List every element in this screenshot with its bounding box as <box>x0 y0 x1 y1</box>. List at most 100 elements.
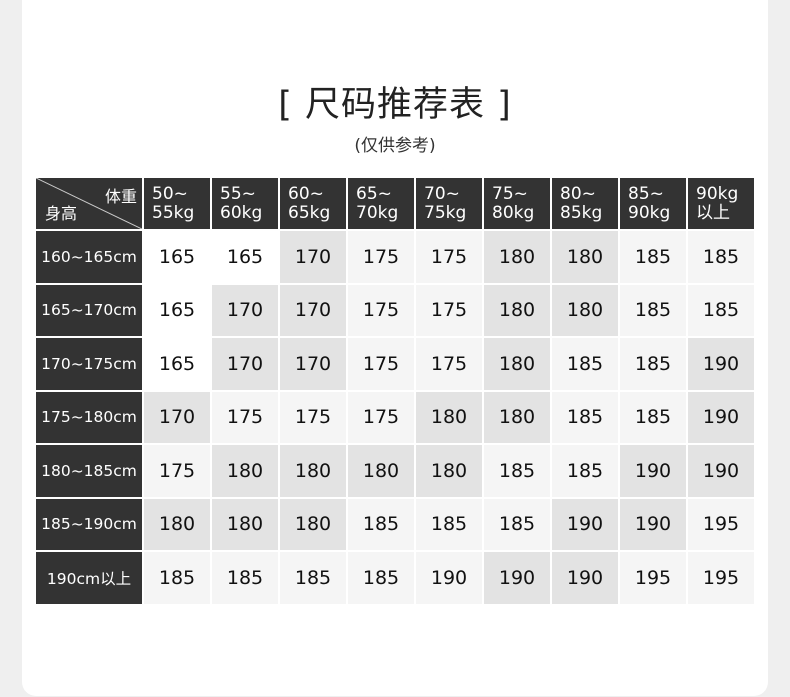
row-header-height: 190cm以上 <box>36 552 142 604</box>
size-cell: 185 <box>144 552 210 604</box>
size-cell: 195 <box>620 552 686 604</box>
size-cell: 170 <box>144 391 210 443</box>
size-cell: 170 <box>212 338 278 390</box>
column-header-line: 75kg <box>424 202 467 223</box>
column-header-line: 50~ <box>152 183 188 204</box>
size-cell: 185 <box>348 498 414 550</box>
size-cell: 175 <box>416 284 482 336</box>
row-header-height: 160~165cm <box>36 231 142 283</box>
size-cell: 185 <box>416 498 482 550</box>
size-cell: 180 <box>552 284 618 336</box>
size-cell: 165 <box>144 284 210 336</box>
header-row: 体重 身高 50~ 55kg 55~ 60kg 60~ 65kg 65~ 70kg 70~ 75k… <box>36 178 754 229</box>
size-cell: 170 <box>280 284 346 336</box>
size-cell: 185 <box>212 552 278 604</box>
table-row: 190cm以上 185 185 185 185 190 190 190 195 195 <box>36 552 754 604</box>
size-cell: 185 <box>484 445 550 497</box>
column-header: 80~ 85kg <box>552 178 618 229</box>
size-cell: 170 <box>280 231 346 283</box>
size-cell: 175 <box>416 231 482 283</box>
size-cell: 175 <box>348 391 414 443</box>
size-cell: 180 <box>212 445 278 497</box>
size-cell: 175 <box>348 284 414 336</box>
height-axis-label: 身高 <box>45 204 78 223</box>
size-cell: 180 <box>484 231 550 283</box>
column-header-line: 90kg <box>628 202 671 223</box>
size-cell: 195 <box>688 498 754 550</box>
table-row: 160~165cm 165 165 170 175 175 180 180 185 185 <box>36 231 754 283</box>
corner-header: 体重 身高 <box>36 178 142 229</box>
size-cell: 185 <box>620 284 686 336</box>
size-cell: 185 <box>620 338 686 390</box>
row-header-height: 175~180cm <box>36 391 142 443</box>
table-row: 185~190cm 180 180 180 185 185 185 190 190 195 <box>36 498 754 550</box>
column-header: 65~ 70kg <box>348 178 414 229</box>
weight-axis-label: 体重 <box>104 187 137 206</box>
column-header: 85~ 90kg <box>620 178 686 229</box>
row-header-height: 165~170cm <box>36 284 142 336</box>
column-header: 55~ 60kg <box>212 178 278 229</box>
size-chart-table: 体重 身高 50~ 55kg 55~ 60kg 60~ 65kg 65~ 70kg 70~ 75k… <box>34 176 756 606</box>
size-cell: 190 <box>416 552 482 604</box>
size-cell: 185 <box>688 231 754 283</box>
size-cell: 190 <box>688 391 754 443</box>
size-cell: 180 <box>212 498 278 550</box>
column-header: 75~ 80kg <box>484 178 550 229</box>
column-header-line: 65kg <box>288 202 331 223</box>
column-header-line: 70~ <box>424 183 460 204</box>
size-cell: 175 <box>348 231 414 283</box>
size-cell: 190 <box>620 498 686 550</box>
table-row: 175~180cm 170 175 175 175 180 180 185 185 190 <box>36 391 754 443</box>
size-cell: 190 <box>484 552 550 604</box>
size-cell: 180 <box>348 445 414 497</box>
size-cell: 180 <box>144 498 210 550</box>
column-header: 70~ 75kg <box>416 178 482 229</box>
column-header-line: 85~ <box>628 183 664 204</box>
size-cell: 180 <box>484 338 550 390</box>
size-cell: 185 <box>552 445 618 497</box>
size-cell: 180 <box>416 391 482 443</box>
size-cell: 185 <box>688 284 754 336</box>
size-cell: 175 <box>416 338 482 390</box>
page-subtitle: (仅供参考) <box>354 136 436 156</box>
size-cell: 175 <box>348 338 414 390</box>
column-header-line: 60kg <box>220 202 263 223</box>
size-cell: 190 <box>552 498 618 550</box>
size-cell: 180 <box>552 231 618 283</box>
page-title: [ 尺码推荐表 ] <box>278 85 512 125</box>
column-header-line: 75~ <box>492 183 528 204</box>
row-header-height: 185~190cm <box>36 498 142 550</box>
diagonal-divider <box>36 178 142 229</box>
size-cell: 180 <box>416 445 482 497</box>
size-cell: 175 <box>280 391 346 443</box>
column-header-line: 65~ <box>356 183 392 204</box>
column-header: 60~ 65kg <box>280 178 346 229</box>
size-cell: 165 <box>144 338 210 390</box>
table-row: 180~185cm 175 180 180 180 180 185 185 190 190 <box>36 445 754 497</box>
column-header-line: 55~ <box>220 183 256 204</box>
size-cell: 185 <box>620 391 686 443</box>
size-cell: 165 <box>212 231 278 283</box>
size-cell: 190 <box>552 552 618 604</box>
column-header-line: 80kg <box>492 202 535 223</box>
size-cell: 165 <box>144 231 210 283</box>
size-cell: 185 <box>280 552 346 604</box>
row-header-height: 170~175cm <box>36 338 142 390</box>
size-cell: 185 <box>552 338 618 390</box>
column-header-line: 90kg <box>696 183 739 204</box>
column-header-line: 85kg <box>560 202 603 223</box>
size-cell: 180 <box>280 445 346 497</box>
column-header-line: 60~ <box>288 183 324 204</box>
column-header-line: 80~ <box>560 183 596 204</box>
table-row: 165~170cm 165 170 170 175 175 180 180 185 185 <box>36 284 754 336</box>
column-header-line: 70kg <box>356 202 399 223</box>
size-cell: 190 <box>688 445 754 497</box>
size-cell: 175 <box>144 445 210 497</box>
size-cell: 185 <box>484 498 550 550</box>
size-cell: 185 <box>552 391 618 443</box>
row-header-height: 180~185cm <box>36 445 142 497</box>
size-cell: 190 <box>620 445 686 497</box>
size-cell: 195 <box>688 552 754 604</box>
size-cell: 190 <box>688 338 754 390</box>
size-cell: 170 <box>280 338 346 390</box>
